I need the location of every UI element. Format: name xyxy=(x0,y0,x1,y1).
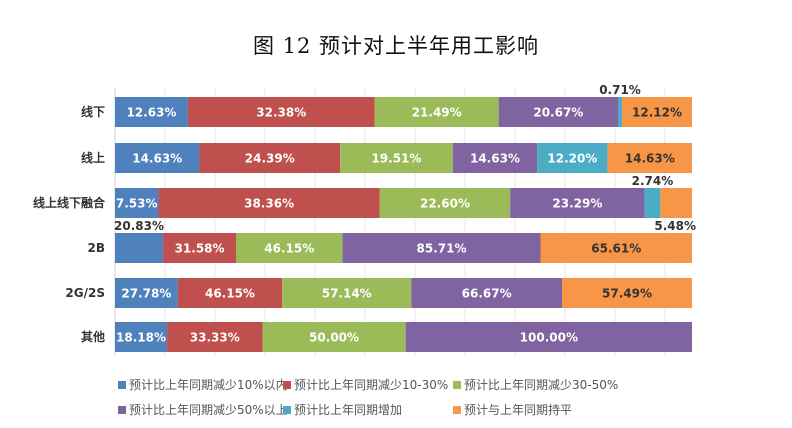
chart-title: 图 12 预计对上半年用工影响 xyxy=(252,34,540,58)
bar-segment xyxy=(540,233,692,263)
bar-segment xyxy=(236,233,343,263)
bar-segment xyxy=(187,97,375,127)
bar-segment xyxy=(405,322,692,352)
bar-segment xyxy=(660,188,692,218)
data-label: 5.48% xyxy=(654,219,696,233)
category-label: 线上 xyxy=(81,150,105,165)
bar-segment xyxy=(115,278,178,308)
data-label: 12.63% xyxy=(126,106,176,120)
legend-item: 预计比上年同期增加 xyxy=(283,401,402,418)
data-label: 33.33% xyxy=(190,331,240,345)
category-label: 线上线下融合 xyxy=(33,195,106,210)
legend-swatch xyxy=(453,381,461,389)
category-label: 其他 xyxy=(81,329,105,344)
bar-segment xyxy=(644,188,661,218)
legend-item: 预计比上年同期减少50%以上 xyxy=(118,401,288,418)
data-label: 22.60% xyxy=(420,197,470,211)
bar-segment xyxy=(510,188,645,218)
legend-swatch xyxy=(283,381,291,389)
legend-label: 预计与上年同期持平 xyxy=(464,403,573,417)
data-label: 46.15% xyxy=(205,287,255,301)
bar-segment xyxy=(379,188,511,218)
bar-segment xyxy=(115,322,168,352)
bar-segment xyxy=(452,143,538,173)
data-label: 14.63% xyxy=(132,152,182,166)
legend-item: 预计与上年同期持平 xyxy=(453,401,572,418)
data-label: 38.36% xyxy=(244,197,294,211)
legend-label: 预计比上年同期增加 xyxy=(294,403,403,417)
bar-segment xyxy=(115,97,188,127)
bar-segment xyxy=(411,278,563,308)
data-label: 85.71% xyxy=(417,242,467,256)
data-label: 21.49% xyxy=(412,106,462,120)
bar-segment xyxy=(617,97,623,127)
bar-segment xyxy=(158,188,380,218)
data-label: 18.18% xyxy=(116,331,166,345)
legend-item: 预计比上年同期减少30-50% xyxy=(453,376,618,393)
legend-label: 预计比上年同期减少30-50% xyxy=(464,378,619,392)
bar-segment xyxy=(177,278,283,308)
legend-swatch xyxy=(453,406,461,414)
category-label: 线下 xyxy=(81,104,105,119)
bar-segment xyxy=(498,97,618,127)
bar-segment xyxy=(622,97,692,127)
data-label: 2.74% xyxy=(632,174,674,188)
bar-segment xyxy=(562,278,692,308)
data-label: 12.20% xyxy=(547,152,597,166)
legend-label: 预计比上年同期减少10%以内 xyxy=(129,378,288,392)
data-label: 57.14% xyxy=(322,287,372,301)
legend-swatch xyxy=(118,406,126,414)
data-label: 100.00% xyxy=(520,331,578,345)
data-label: 32.38% xyxy=(256,106,306,120)
data-label: 20.83% xyxy=(114,219,164,233)
legend-item: 预计比上年同期减少10-30% xyxy=(283,376,448,393)
legend-label: 预计比上年同期减少10-30% xyxy=(294,378,449,392)
data-label: 14.63% xyxy=(625,152,675,166)
bar-segment xyxy=(607,143,692,173)
legend-item: 预计比上年同期减少10%以内 xyxy=(118,376,288,393)
data-label: 50.00% xyxy=(309,331,359,345)
bar-segment xyxy=(282,278,412,308)
legend-label: 预计比上年同期减少50%以上 xyxy=(129,403,288,417)
bar-segment xyxy=(115,233,164,263)
bar-segment xyxy=(163,233,237,263)
data-label: 27.78% xyxy=(121,287,171,301)
bar-segment xyxy=(342,233,541,263)
data-label: 31.58% xyxy=(175,242,225,256)
data-label: 14.63% xyxy=(470,152,520,166)
data-label: 20.67% xyxy=(533,106,583,120)
bar-segment xyxy=(115,143,200,173)
bar-segment xyxy=(115,188,159,218)
legend-swatch xyxy=(283,406,291,414)
bar-segment xyxy=(537,143,608,173)
data-label: 65.61% xyxy=(591,242,641,256)
data-label: 7.53% xyxy=(116,197,158,211)
data-label: 0.71% xyxy=(599,83,641,97)
legend-swatch xyxy=(118,381,126,389)
data-label: 19.51% xyxy=(371,152,421,166)
data-label: 23.29% xyxy=(552,197,602,211)
bar-segment xyxy=(340,143,453,173)
bar-segment xyxy=(374,97,499,127)
data-label: 66.67% xyxy=(462,287,512,301)
bar-segment xyxy=(199,143,341,173)
data-label: 46.15% xyxy=(264,242,314,256)
data-label: 24.39% xyxy=(245,152,295,166)
bar-segment xyxy=(262,322,406,352)
category-label: 2G/2S xyxy=(65,286,105,300)
bar-segment xyxy=(167,322,263,352)
category-label: 2B xyxy=(88,241,106,255)
data-label: 12.12% xyxy=(632,106,682,120)
data-label: 57.49% xyxy=(602,287,652,301)
